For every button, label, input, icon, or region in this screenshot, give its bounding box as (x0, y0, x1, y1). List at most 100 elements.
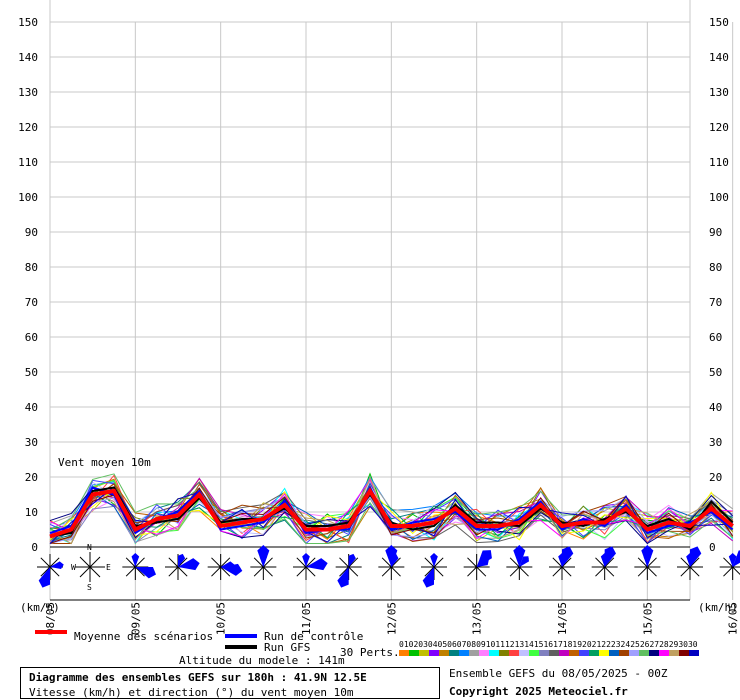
rose-spoke (723, 557, 734, 568)
rose-spoke (595, 557, 606, 568)
pert-swatch (679, 650, 689, 656)
wind-petal (178, 558, 200, 571)
x-day-label: 15/05 (641, 602, 654, 635)
pert-swatch (569, 650, 579, 656)
x-day-label: 13/05 (471, 602, 484, 635)
rose-spoke (561, 566, 572, 577)
rose-spoke (646, 557, 657, 568)
wind-petal (306, 558, 328, 571)
rose-spoke (467, 557, 478, 568)
rose-spoke (381, 557, 392, 568)
rose-spoke (646, 566, 657, 577)
compass-w: W (71, 563, 76, 572)
wind-rose (37, 554, 64, 588)
rose-spoke (168, 557, 179, 568)
pert-swatch (459, 650, 469, 656)
rose-spoke (637, 557, 648, 568)
rose-spoke (424, 557, 435, 568)
wind-rose (719, 550, 740, 580)
pert-swatch (599, 650, 609, 656)
rose-spoke (125, 566, 136, 577)
wind-petal (728, 553, 737, 567)
altitude-label: Altitude du modele : 141m (179, 654, 345, 667)
x-day-label: 09/05 (129, 602, 142, 635)
pert-swatch (659, 650, 669, 656)
compass-n: N (87, 543, 92, 552)
wind-petal (391, 553, 399, 567)
y-tick-label: 80 (25, 261, 38, 274)
y-tick-label-right: 130 (709, 86, 729, 99)
rose-spoke (552, 566, 563, 577)
wind-petal (348, 553, 356, 567)
pert-swatch (419, 650, 429, 656)
rose-spoke (40, 566, 51, 577)
pert-swatch (469, 650, 479, 656)
unit-left: (km/h) (20, 601, 60, 614)
pert-swatch (579, 650, 589, 656)
pert-swatch (639, 650, 649, 656)
rose-spoke (604, 566, 615, 577)
wind-rose (591, 546, 618, 580)
wind-petal (604, 546, 616, 567)
rose-spoke (125, 557, 136, 568)
rose-spoke (433, 557, 444, 568)
y-tick-label: 40 (25, 401, 38, 414)
rose-spoke (518, 566, 529, 577)
y-tick-label-right: 70 (709, 296, 722, 309)
unit-right: (km/h) (698, 601, 738, 614)
rose-spoke (49, 566, 60, 577)
rose-spoke (348, 557, 359, 568)
rose-spoke (552, 557, 563, 568)
wind-rose (549, 546, 575, 580)
rose-spoke (305, 566, 316, 577)
rose-spoke (561, 557, 572, 568)
y-tick-label-right: 20 (709, 471, 722, 484)
pert-swatch (499, 650, 509, 656)
wind-petal (600, 553, 609, 567)
y-tick-label-right: 50 (709, 366, 722, 379)
y-tick-label-right: 100 (709, 191, 729, 204)
series-line-0 (49, 487, 734, 539)
perts-label: 30 Perts. (340, 646, 400, 659)
rose-spoke (339, 566, 350, 577)
rose-spoke (262, 566, 273, 577)
legend-mean-label: Moyenne des scénarios (74, 630, 214, 643)
pert-swatch (439, 650, 449, 656)
wind-rose (293, 553, 328, 580)
y-tick-label: 10 (25, 506, 38, 519)
chart-title: Vent moyen 10m (58, 456, 151, 469)
rose-spoke (680, 557, 691, 568)
rose-spoke (134, 566, 145, 577)
wind-petal (732, 550, 740, 567)
copyright: Copyright 2025 Meteociel.fr (449, 685, 628, 698)
wind-petal (259, 553, 268, 567)
wind-rose (122, 553, 157, 580)
wind-petal (643, 553, 652, 567)
compass-e: E (106, 563, 111, 572)
y-axis-left: 0 10 20 30 40 50 60 70 80 90 100 110 120 130 140 150 (18, 16, 38, 554)
info-box: Diagramme des ensembles GEFS sur 180h : … (20, 667, 440, 699)
pert-color-swatches (399, 650, 699, 656)
rose-spoke (177, 566, 188, 577)
wind-rose (677, 546, 703, 580)
wind-petal (422, 567, 435, 588)
legend-gfs-swatch (225, 645, 257, 649)
wind-petal (135, 566, 157, 579)
x-day-label: 12/05 (385, 602, 398, 635)
pert-swatch (429, 650, 439, 656)
y-tick-label: 130 (18, 86, 38, 99)
rose-spoke (177, 557, 188, 568)
rose-spoke (509, 557, 520, 568)
rose-spoke (723, 566, 734, 577)
wind-petal (519, 556, 530, 567)
pert-swatch (489, 650, 499, 656)
wind-petal (476, 558, 489, 567)
pert-swatch (519, 650, 529, 656)
pert-swatch (619, 650, 629, 656)
compass-icon: N S W E (71, 543, 111, 592)
wind-petal (302, 553, 310, 567)
wind-petal (131, 553, 140, 567)
wind-petal (220, 561, 235, 569)
pert-swatch (629, 650, 639, 656)
x-day-label: 14/05 (556, 602, 569, 635)
